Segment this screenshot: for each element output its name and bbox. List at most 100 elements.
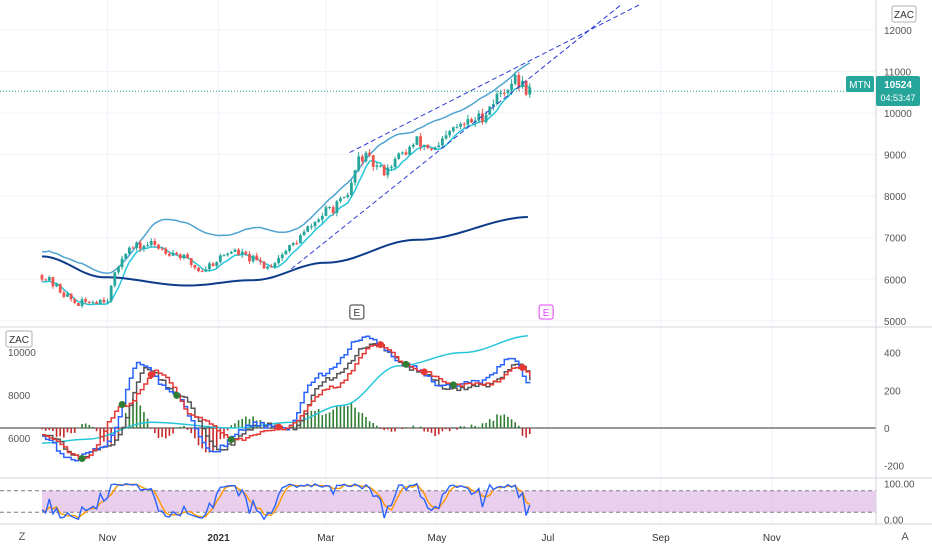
auto-scale-button[interactable]: A (901, 531, 909, 543)
earnings-marker[interactable]: E (349, 304, 365, 320)
candle (339, 196, 342, 204)
candle (44, 278, 48, 281)
x-tick-label: Sep (652, 533, 670, 544)
candle (73, 298, 77, 305)
candle (419, 133, 422, 151)
stochastic-y-tick-label: 100.00 (884, 480, 915, 491)
macd-left-tick-label: 10000 (8, 348, 36, 359)
candle (215, 261, 219, 269)
candle (357, 152, 361, 173)
candle (295, 240, 299, 245)
candle (237, 247, 240, 256)
candle (320, 212, 324, 223)
candle (524, 79, 528, 97)
stochastic-band (42, 490, 876, 513)
candle (51, 276, 55, 289)
sma-mid-line (41, 62, 531, 275)
macd-cross-dot (402, 360, 410, 368)
candle (462, 122, 466, 129)
candle (197, 267, 200, 273)
candle (386, 164, 390, 179)
candle (466, 114, 470, 127)
candle (55, 282, 58, 288)
macd-cross-dot (173, 391, 181, 399)
stochastic-pane[interactable] (0, 482, 876, 521)
symbol-badge-macd-text: ZAC (9, 335, 29, 346)
macd-cross-dot (377, 341, 385, 349)
y-tick-label: 11000 (884, 67, 912, 78)
candle (400, 151, 404, 156)
candle (204, 266, 208, 273)
candle (87, 300, 91, 304)
y-tick-label: 5000 (884, 317, 907, 328)
candle (244, 250, 248, 256)
macd-cross-dot (449, 381, 457, 389)
candle (182, 254, 186, 260)
candle (528, 83, 532, 98)
macd-cross-dot (118, 400, 126, 408)
candle (280, 252, 284, 262)
x-tick-label: 2021 (207, 533, 230, 544)
candle (502, 88, 506, 97)
candle (208, 261, 211, 272)
candle (47, 275, 51, 282)
candle (157, 243, 160, 250)
candle (426, 144, 430, 149)
candle (404, 149, 408, 156)
candle (309, 223, 313, 230)
candle (124, 253, 128, 260)
candle (66, 291, 69, 297)
trendline[interactable] (349, 4, 640, 153)
earnings-marker[interactable]: E (538, 304, 554, 320)
candle (415, 136, 419, 146)
macd-y-tick-label: -200 (884, 462, 904, 473)
symbol-badge-macd[interactable]: ZAC (5, 330, 33, 348)
candle (470, 117, 473, 124)
candle (364, 150, 368, 163)
candle (444, 130, 448, 140)
last-price-tag[interactable]: MTN 10524 04:53:47 (846, 76, 920, 106)
candle (382, 164, 386, 177)
symbol-badge-main[interactable]: ZAC (891, 5, 917, 23)
candle (109, 285, 113, 303)
candle (448, 129, 452, 138)
candle (40, 273, 44, 282)
candle (477, 110, 481, 124)
candle (255, 252, 259, 261)
macd-cross-dot (275, 423, 283, 431)
candle (153, 238, 157, 247)
candle (324, 205, 328, 217)
candle (218, 253, 222, 264)
candle (168, 251, 171, 257)
candle (273, 262, 277, 270)
candle (106, 298, 109, 304)
candle (430, 148, 433, 151)
candle (262, 260, 266, 269)
macd-cross-dot (78, 455, 86, 463)
stochastic-y-tick-label: 0.00 (884, 515, 904, 526)
timezone-button[interactable]: Z (19, 531, 26, 543)
macd-y-tick-label: 200 (884, 386, 901, 397)
candle (313, 221, 317, 229)
candle (328, 206, 331, 210)
candle (284, 249, 288, 255)
candle (291, 241, 295, 247)
trendline[interactable] (291, 4, 622, 270)
macd-pane[interactable] (0, 335, 876, 463)
candle (138, 240, 142, 252)
y-tick-label: 9000 (884, 151, 907, 162)
candle (251, 254, 255, 264)
candle (491, 99, 495, 111)
earnings-marker-label: E (354, 308, 361, 319)
candle (277, 254, 280, 265)
candle (135, 241, 139, 251)
x-tick-label: Nov (763, 533, 781, 544)
candle (379, 164, 382, 168)
candle (62, 290, 66, 299)
candle (299, 233, 302, 244)
candle (127, 246, 131, 255)
candle (408, 145, 412, 156)
candle (240, 248, 244, 259)
